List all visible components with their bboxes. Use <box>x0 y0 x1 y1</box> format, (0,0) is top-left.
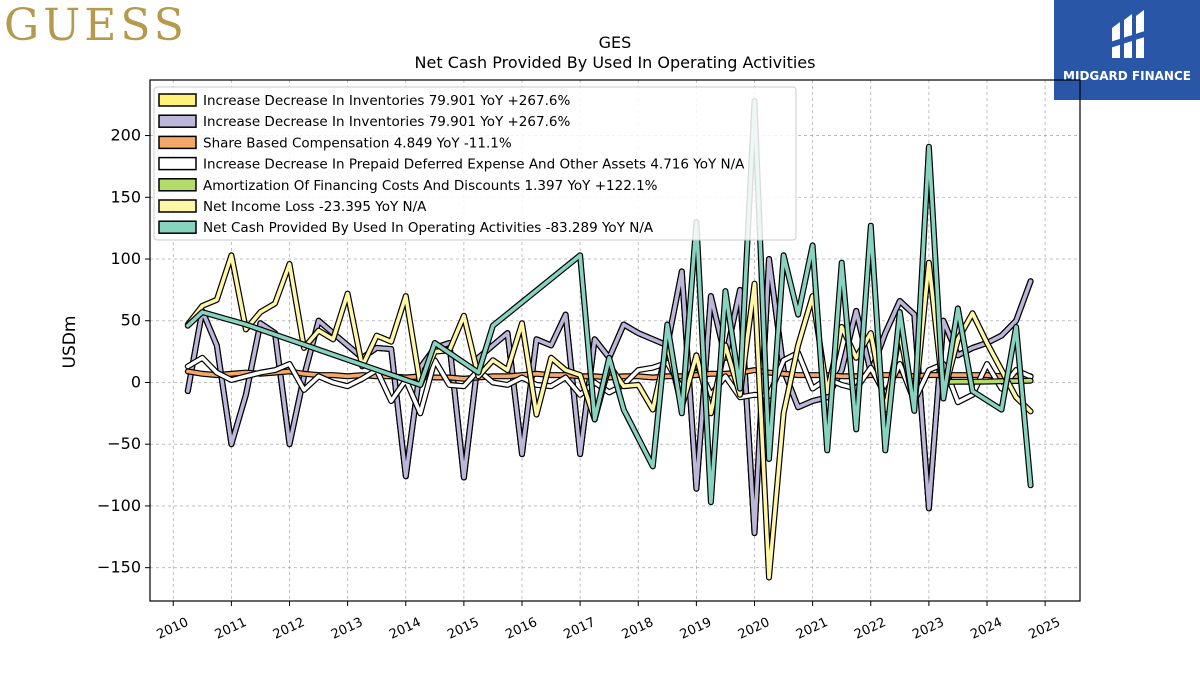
series-4 <box>940 377 1034 385</box>
legend-swatch <box>158 114 197 128</box>
series-line-outline <box>184 256 1034 537</box>
series-line <box>941 378 1033 384</box>
plot-frame <box>149 79 1081 602</box>
x-tick-label: 2011 <box>213 615 249 643</box>
legend-swatch <box>158 199 197 213</box>
legend-label: Share Based Compensation 4.849 YoY -11.1… <box>203 135 512 151</box>
guess-logo: GUESS <box>4 0 188 51</box>
legend-label: Increase Decrease In Inventories 79.901 … <box>203 93 570 109</box>
series-line-outline <box>184 256 1034 537</box>
legend-label: Amortization Of Financing Costs And Disc… <box>203 178 658 194</box>
y-tick-label: 0 <box>131 372 141 391</box>
series-1 <box>184 256 1034 537</box>
legend-label: Net Cash Provided By Used In Operating A… <box>203 220 654 236</box>
x-tick-label: 2018 <box>620 615 656 643</box>
y-tick-label: 100 <box>110 249 141 268</box>
series-line <box>186 257 1033 535</box>
x-tick-label: 2017 <box>561 615 597 643</box>
x-axis: 2010 2011 2012 2013 2014 2015 2016 2017 2018 2019… <box>155 601 1063 643</box>
legend-swatch <box>158 220 197 234</box>
x-tick-label: 2024 <box>968 615 1004 643</box>
x-tick-label: 2010 <box>155 615 191 643</box>
x-tick-label: 2019 <box>678 615 714 643</box>
legend-swatch <box>158 93 197 107</box>
chart-subtitle: Net Cash Provided By Used In Operating A… <box>415 53 816 72</box>
x-tick-label: 2016 <box>503 615 539 643</box>
badge-label: MIDGARD FINANCE <box>1063 69 1191 83</box>
legend-label: Increase Decrease In Prepaid Deferred Ex… <box>203 157 745 173</box>
y-tick-label: −100 <box>97 496 141 515</box>
y-tick-label: 50 <box>121 311 141 330</box>
y-tick-label: −50 <box>107 434 141 453</box>
legend: Increase Decrease In Inventories 79.901 … <box>153 86 797 241</box>
y-tick-label: 150 <box>110 187 141 206</box>
chart-title: GES <box>599 33 632 52</box>
x-tick-label: 2021 <box>794 615 830 643</box>
x-tick-label: 2012 <box>271 615 307 643</box>
legend-swatch <box>158 156 197 171</box>
legend-box <box>153 86 797 241</box>
x-tick-label: 2020 <box>736 615 772 643</box>
legend-label: Increase Decrease In Inventories 79.901 … <box>203 114 570 130</box>
y-tick-label: 200 <box>110 126 141 145</box>
legend-swatch <box>158 135 197 150</box>
x-tick-label: 2023 <box>910 615 946 643</box>
series-line <box>186 257 1033 535</box>
y-axis-label: USDm <box>60 316 80 369</box>
midgard-emblem-icon <box>1110 10 1148 58</box>
legend-swatch <box>158 178 197 192</box>
x-tick-label: 2015 <box>445 615 481 643</box>
x-tick-label: 2013 <box>329 615 365 643</box>
x-tick-label: 2025 <box>1026 615 1062 643</box>
y-axis: 200 150 100 50 0 −50 −100 −150 <box>97 126 150 577</box>
x-tick-label: 2014 <box>387 615 423 643</box>
series-0 <box>184 256 1034 537</box>
legend-label: Net Income Loss -23.395 YoY N/A <box>203 199 427 215</box>
midgard-finance-badge: MIDGARD FINANCE <box>1054 0 1200 100</box>
x-tick-label: 2022 <box>852 615 888 643</box>
y-tick-label: −150 <box>97 558 141 577</box>
